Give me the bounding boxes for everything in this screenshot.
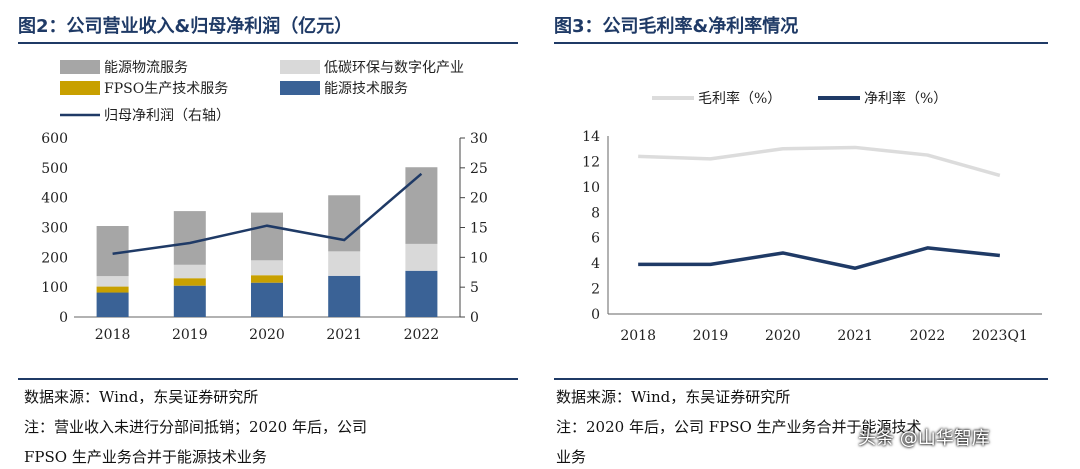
chart-title-left: 图2：公司营业收入&归母净利润（亿元） [18,16,353,37]
source-note-left: 数据来源：Wind，东吴证券研究所 [24,388,259,406]
y2-tick-label: 20 [470,191,488,207]
x-tick-label: 2022 [404,327,440,343]
legend-swatch-1 [60,81,100,95]
x-tick-label: 2021 [837,328,873,344]
y-tick-label: 12 [582,154,600,170]
legend-swatch-0 [280,81,320,95]
y-tick-label: 0 [59,310,68,326]
y2-tick-label: 25 [470,161,488,177]
bar-segment-0-3 [328,275,361,317]
bar-segment-0-2 [251,282,283,317]
y2-tick-label: 5 [470,280,479,296]
y-tick-label: 200 [41,250,68,266]
title-rule-right [554,42,1048,44]
footer-rule-left [18,378,518,380]
x-tick-label: 2018 [620,328,656,344]
bar-segment-1-2 [251,275,283,283]
x-tick-label: 2019 [172,327,208,343]
x-tick-label: 2021 [326,327,362,343]
series-line-1 [638,246,1001,270]
watermark-text: 头条 @山华智库 [858,428,990,449]
bar-segment-3-2 [251,212,283,261]
y-tick-label: 14 [582,129,600,145]
footnote-right-1: 注：2020 年后，公司 FPSO 生产业务合并于能源技术 [556,418,922,436]
footnote-right-2: 业务 [556,448,587,466]
legend-swatch-2 [280,60,320,74]
revenue-stacked-bar-chart: 能源物流服务 低碳环保与数字化产业 FPSO生产技术服务 能源技术服务归母净利润（右轴… [41,60,488,343]
source-note-right: 数据来源：Wind，东吴证券研究所 [556,388,791,406]
footer-rule-right [554,378,1048,380]
title-rule-left [18,42,518,44]
y-tick-label: 500 [41,161,68,177]
footnote-left-2: FPSO 生产业务合并于能源技术业务 [24,448,267,466]
footnote-left-1: 注：营业收入未进行分部间抵销；2020 年后，公司 [24,418,367,436]
y2-tick-label: 10 [470,250,488,266]
x-tick-label: 2018 [95,327,131,343]
bar-segment-2-2 [251,260,283,276]
legend-swatch-3 [60,60,100,74]
y2-tick-label: 0 [470,310,479,326]
bar-segment-2-3 [328,251,361,276]
bar-segment-3-1 [173,211,206,265]
series-line-0 [638,145,1001,178]
y-tick-label: 0 [591,307,600,323]
x-tick-label: 2019 [693,328,729,344]
revenue-profit-panel: 图2：公司营业收入&归母净利润（亿元） 能源物流服务 低碳环保与数字化产业 FPSO… [0,0,520,469]
bar-segment-0-0 [96,292,129,317]
y-tick-label: 4 [591,256,600,272]
legend-label-0: 能源技术服务 [324,81,408,97]
bar-segment-2-0 [96,276,129,287]
bar-segment-0-1 [173,285,206,317]
y-tick-label: 2 [591,282,600,298]
x-tick-label: 2023Q1 [972,328,1028,344]
y-tick-label: 6 [591,231,600,247]
legend-label-1: FPSO生产技术服务 [104,81,228,97]
y-tick-label: 600 [41,131,68,147]
y-tick-label: 8 [591,205,600,221]
bar-segment-3-3 [328,195,361,252]
legend-label-3: 能源物流服务 [104,60,188,76]
y-tick-label: 100 [41,280,68,296]
y-tick-label: 400 [41,191,68,207]
x-tick-label: 2020 [249,327,285,343]
y-tick-label: 300 [41,221,68,237]
bar-segment-2-4 [405,243,438,271]
x-tick-label: 2020 [765,328,801,344]
legend-label-line: 归母净利润（右轴） [104,107,230,124]
chart-title-right: 图3：公司毛利率&净利率情况 [554,16,799,37]
legend-label-1: 净利率（%） [864,90,947,107]
margin-panel: 图3：公司毛利率&净利率情况 毛利率（%） 净利率（%） 0 2 4 6 8 10 12 14 20… [548,0,1080,469]
y2-tick-label: 15 [470,221,488,237]
legend-label-2: 低碳环保与数字化产业 [324,60,464,76]
bar-segment-3-4 [405,167,438,244]
legend-label-0: 毛利率（%） [698,90,781,107]
bar-segment-0-4 [405,270,438,317]
margin-line-chart: 毛利率（%） 净利率（%） 0 2 4 6 8 10 12 14 2018 2019 2020 2021 2… [582,90,1042,344]
bar-segment-2-1 [173,264,206,279]
bar-segment-1-1 [173,278,206,286]
y-tick-label: 10 [582,180,600,196]
x-tick-label: 2022 [910,328,946,344]
bar-segment-1-0 [96,286,129,293]
y2-tick-label: 30 [470,131,488,147]
